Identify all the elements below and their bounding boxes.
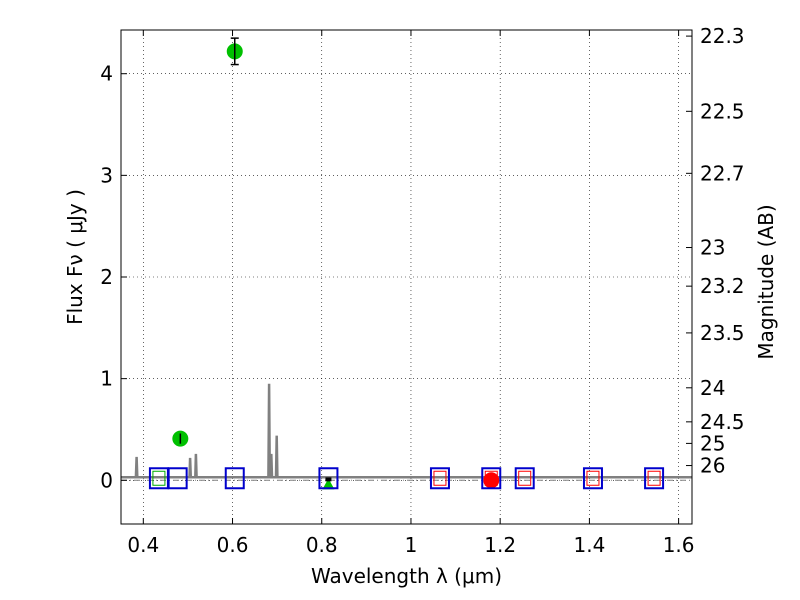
x-axis-label: Wavelength λ (μm) [311, 564, 502, 588]
x-tick-label: 0.4 [127, 533, 159, 557]
plot-frame [120, 29, 693, 525]
right-tick-label: 22.5 [700, 99, 745, 123]
inner-marker [152, 470, 166, 486]
grid-lines [121, 30, 692, 524]
model-marker [167, 467, 188, 490]
right-tick-label: 23 [700, 236, 725, 260]
model-marker [644, 467, 665, 490]
y-tick-label: 2 [100, 265, 113, 289]
y-tick-label: 3 [100, 163, 113, 187]
spectrum-line [121, 383, 692, 479]
spectrum-layer [121, 383, 692, 481]
x-tick-label: 1.2 [484, 533, 516, 557]
tick-layer: 0.4 0.6 0.8 1 1.2 1.4 1.60123422.322.522.72323… [100, 24, 744, 557]
right-tick-label: 25 [700, 431, 725, 455]
right-tick-label: 23.2 [700, 274, 745, 298]
x-tick-label: 1.4 [573, 533, 605, 557]
x-tick-label: 1.6 [663, 533, 695, 557]
right-tick-label: 22.3 [700, 24, 745, 48]
model-marker [429, 467, 450, 490]
inner-marker [647, 470, 661, 486]
x-tick-label: 0.8 [306, 533, 338, 557]
x-tick-label: 0.6 [217, 533, 249, 557]
inner-marker [484, 470, 498, 486]
model-marker [318, 467, 339, 490]
right-tick-label: 24 [700, 376, 725, 400]
right-tick-label: 23.5 [700, 321, 745, 345]
y-tick-label: 0 [100, 468, 113, 492]
right-tick-label: 24.5 [700, 410, 745, 434]
y-axis-label: Flux Fν ( μJy ) [63, 189, 87, 325]
model-marker [582, 467, 603, 490]
model-marker [224, 467, 245, 490]
y-axis-right-label: Magnitude (AB) [754, 204, 778, 359]
x-tick-label: 1 [405, 533, 418, 557]
marker-layer [148, 37, 665, 490]
y-tick-label: 4 [100, 62, 113, 86]
right-tick-label: 22.7 [700, 161, 745, 185]
upper-limit-marker [322, 478, 335, 490]
model-marker [481, 467, 502, 490]
y-tick-label: 1 [100, 367, 113, 391]
right-tick-label: 26 [700, 454, 725, 478]
inner-marker [586, 470, 600, 486]
upper-limit-bar [325, 477, 332, 482]
inner-marker [518, 470, 532, 486]
model-marker [514, 467, 535, 490]
inner-marker [433, 470, 447, 486]
